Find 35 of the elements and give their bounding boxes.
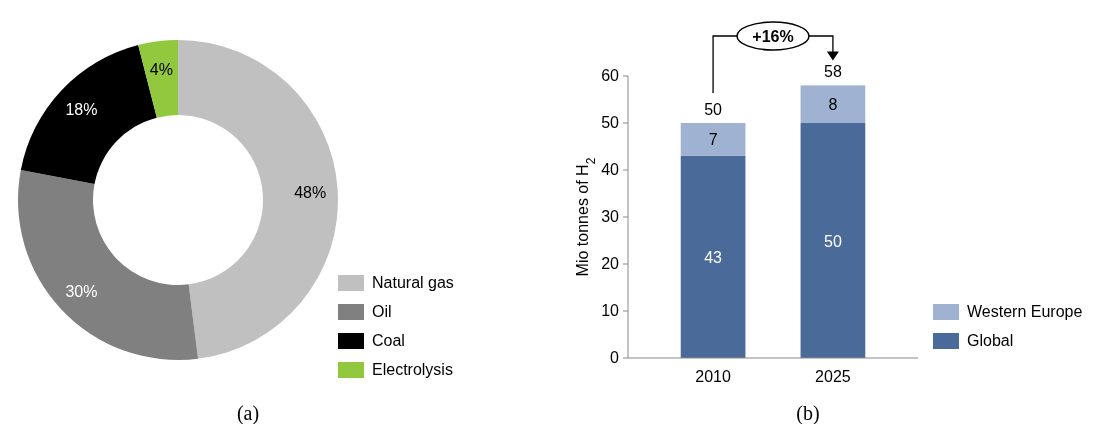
data-label: 50 <box>824 232 842 250</box>
data-label: 30% <box>65 282 98 300</box>
donut-slice <box>178 40 338 359</box>
donut-slice <box>138 40 178 118</box>
bar <box>680 155 746 358</box>
legend-label: Electrolysis <box>372 361 453 378</box>
bar <box>800 85 866 123</box>
x-tick-label: 2010 <box>695 368 731 385</box>
data-label: 7 <box>708 131 718 149</box>
y-tick-label: 30 <box>601 208 620 225</box>
legend-label: Natural gas <box>372 274 454 291</box>
y-tick-label: 0 <box>610 349 620 366</box>
data-label: 43 <box>704 248 723 266</box>
data-label: 18% <box>65 101 98 119</box>
data-label: 8 <box>828 96 838 114</box>
x-tick-label: 2025 <box>815 368 851 385</box>
y-tick-label: 10 <box>601 302 620 319</box>
donut-slice <box>18 170 199 360</box>
data-label: 4% <box>149 60 173 78</box>
data-label: 48% <box>294 183 327 201</box>
y-tick-label: 40 <box>601 161 620 178</box>
y-tick-label: 50 <box>601 114 620 131</box>
legend-label: Oil <box>372 303 392 320</box>
bar <box>680 123 746 156</box>
y-tick-label: 20 <box>601 255 620 272</box>
text: (b) <box>796 402 820 424</box>
legend-label: Western Europe <box>967 303 1083 320</box>
bar <box>800 123 866 358</box>
text: (a) <box>236 402 260 424</box>
y-tick-label: 60 <box>601 67 620 84</box>
total-label: 58 <box>824 63 842 81</box>
text: +16% <box>752 28 794 45</box>
total-label: 50 <box>704 101 723 118</box>
legend-label: Global <box>967 332 1014 349</box>
legend-label: Coal <box>372 332 405 349</box>
